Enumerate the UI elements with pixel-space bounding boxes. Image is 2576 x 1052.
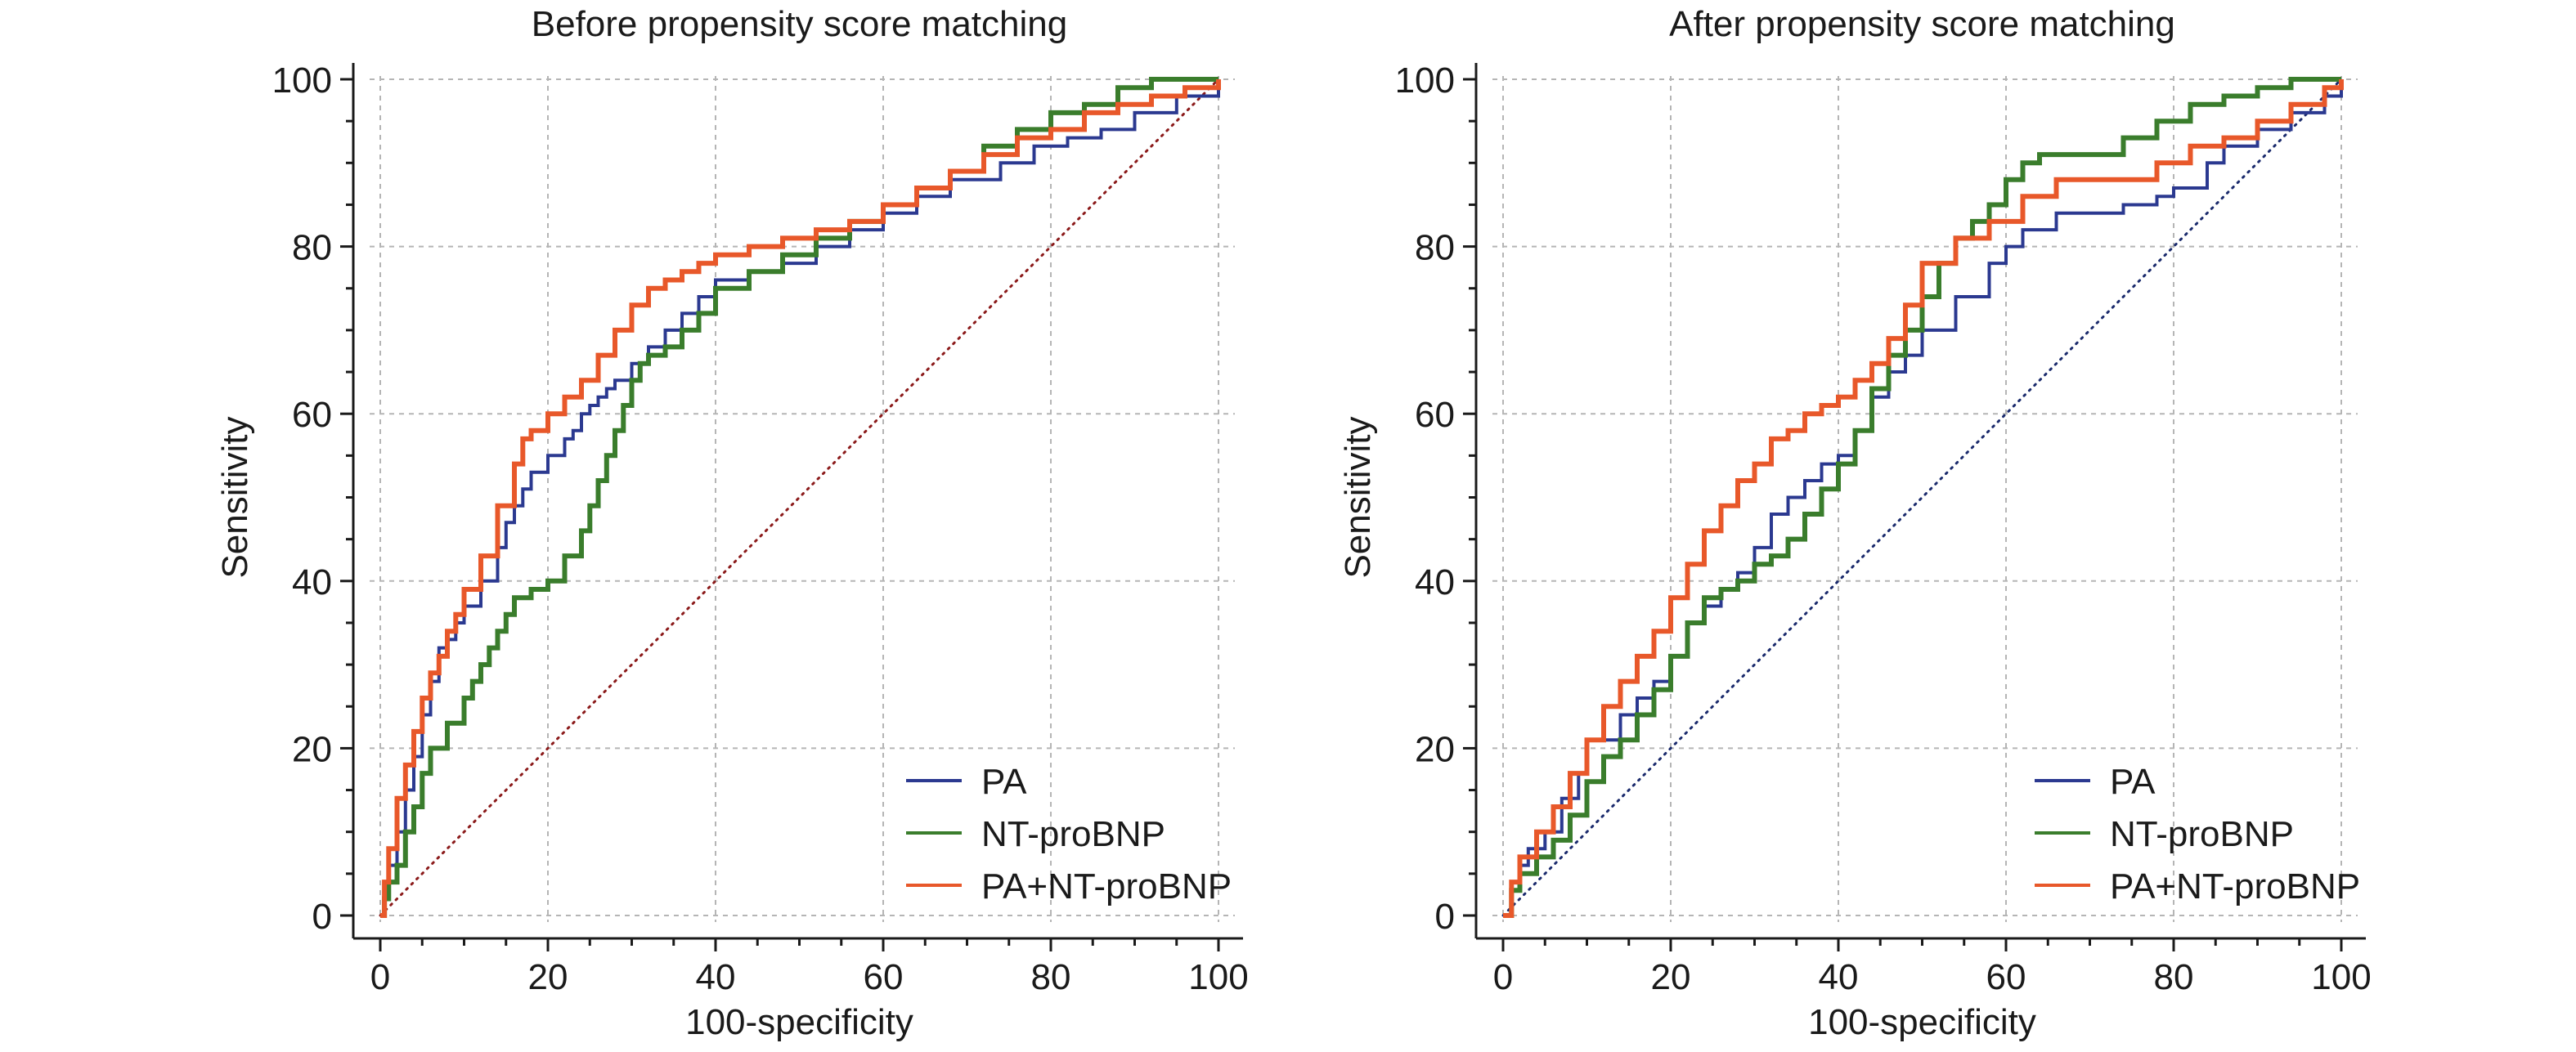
x-tick-label: 0 bbox=[1493, 957, 1513, 997]
y-tick-label: 60 bbox=[292, 395, 332, 435]
legend-label: PA bbox=[981, 762, 1027, 802]
legend-label: PA bbox=[2110, 762, 2156, 802]
axes: 0 20 40 60 80 100 0 20 40 60 80 100 bbox=[1395, 60, 2372, 997]
legend-label: PA+NT-proBNP bbox=[981, 866, 1232, 907]
x-tick-label: 60 bbox=[864, 957, 904, 997]
y-tick-label: 100 bbox=[272, 60, 332, 101]
y-tick-label: 40 bbox=[292, 562, 332, 602]
legend-item: PA+NT-proBNP bbox=[2035, 866, 2360, 907]
legend-item: NT-proBNP bbox=[906, 814, 1165, 854]
x-axis-label: 100-specificity bbox=[685, 1002, 913, 1042]
y-tick-label: 100 bbox=[1395, 60, 1455, 101]
roc-panel-before-matching: Before propensity score matching 100-spe… bbox=[215, 4, 1249, 1042]
y-axis-label: Sensitivity bbox=[215, 416, 255, 578]
x-axis-label: 100-specificity bbox=[1808, 1002, 2036, 1042]
x-tick-label: 80 bbox=[1031, 957, 1071, 997]
y-tick-label: 80 bbox=[1415, 228, 1455, 268]
x-tick-label: 20 bbox=[528, 957, 568, 997]
x-tick-label: 0 bbox=[370, 957, 390, 997]
chart-title: After propensity score matching bbox=[1669, 4, 2175, 44]
x-tick-label: 100 bbox=[1188, 957, 1248, 997]
series-lines bbox=[1503, 77, 2344, 918]
legend-label: NT-proBNP bbox=[981, 814, 1165, 854]
x-tick-label: 20 bbox=[1651, 957, 1691, 997]
legend-label: PA+NT-proBNP bbox=[2110, 866, 2360, 907]
y-tick-label: 40 bbox=[1415, 562, 1455, 602]
y-tick-label: 0 bbox=[1435, 897, 1455, 937]
x-tick-label: 80 bbox=[2154, 957, 2194, 997]
reference-diagonal bbox=[379, 78, 1220, 917]
legend: PA NT-proBNP PA+NT-proBNP bbox=[2035, 762, 2360, 907]
y-tick-label: 60 bbox=[1415, 395, 1455, 435]
reference-diagonal bbox=[1501, 78, 2343, 917]
y-tick-label: 80 bbox=[292, 228, 332, 268]
legend: PA NT-proBNP PA+NT-proBNP bbox=[906, 762, 1232, 907]
x-tick-label: 60 bbox=[1986, 957, 2026, 997]
series-line-nt-probnp bbox=[1503, 77, 2341, 918]
legend-item: PA+NT-proBNP bbox=[906, 866, 1232, 907]
x-tick-label: 40 bbox=[696, 957, 736, 997]
legend-item: PA bbox=[906, 762, 1027, 802]
x-tick-label: 40 bbox=[1819, 957, 1859, 997]
legend-label: NT-proBNP bbox=[2110, 814, 2294, 854]
axes: 0 20 40 60 80 100 0 20 40 60 80 100 bbox=[272, 60, 1249, 997]
chart-title: Before propensity score matching bbox=[532, 4, 1067, 44]
y-tick-label: 20 bbox=[1415, 729, 1455, 769]
y-axis-label: Sensitivity bbox=[1338, 416, 1378, 578]
gridlines bbox=[1492, 76, 2358, 922]
legend-item: PA bbox=[2035, 762, 2156, 802]
roc-panel-after-matching: After propensity score matching 100-spec… bbox=[1338, 4, 2372, 1042]
series-lines bbox=[380, 77, 1221, 918]
x-tick-label: 100 bbox=[2311, 957, 2371, 997]
legend-item: NT-proBNP bbox=[2035, 814, 2294, 854]
series-line-pa-nt-probnp bbox=[380, 79, 1221, 918]
y-tick-label: 20 bbox=[292, 729, 332, 769]
y-tick-label: 0 bbox=[312, 897, 332, 937]
series-line-pa-nt-probnp bbox=[1503, 79, 2344, 918]
